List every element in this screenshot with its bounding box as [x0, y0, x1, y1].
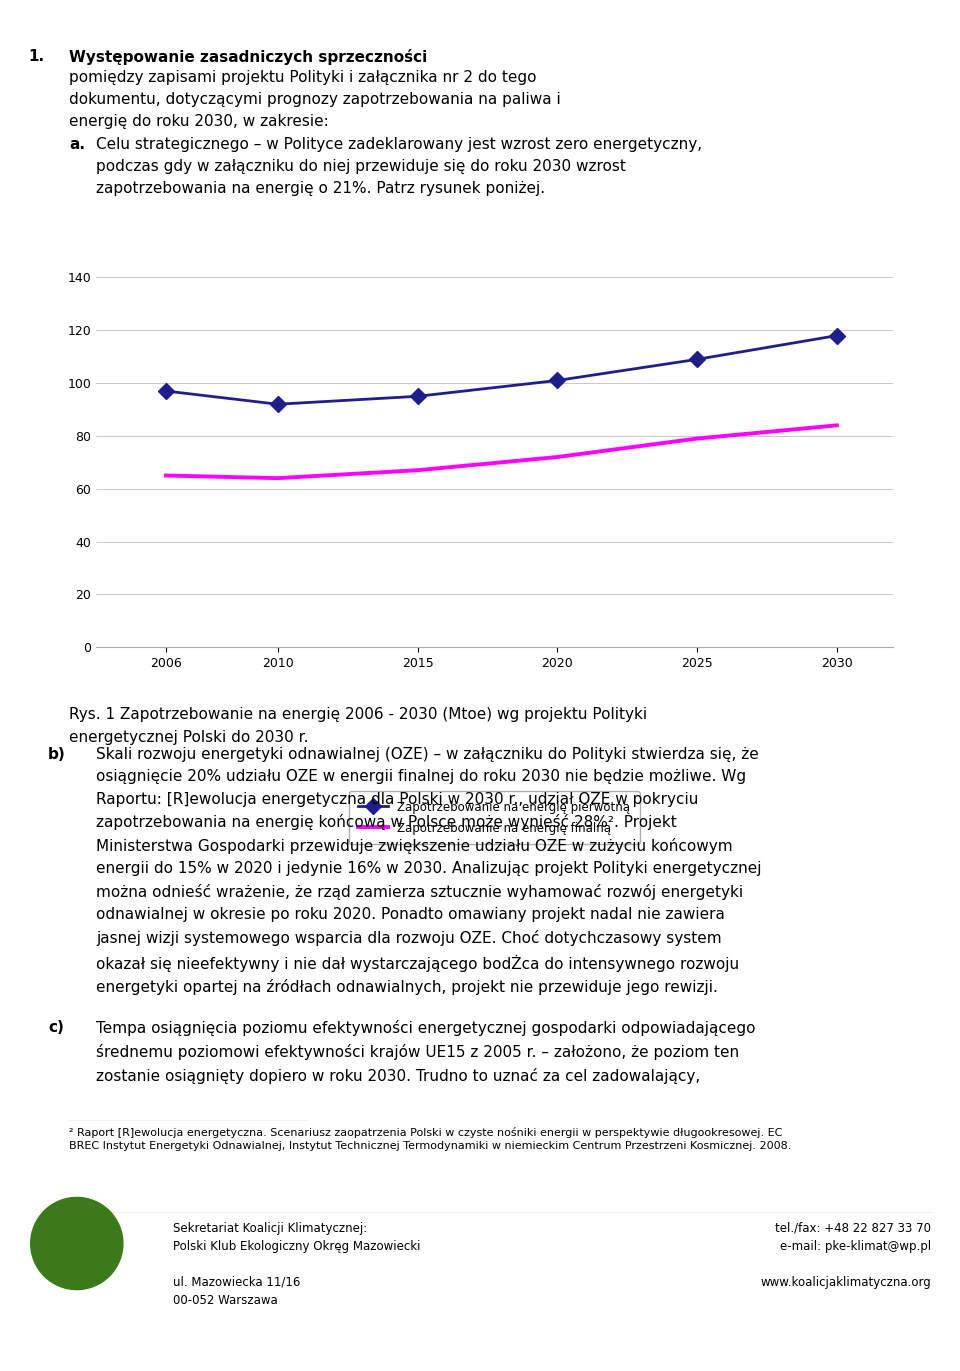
Zapotrzebowanie na energię pierwotną: [272, 396, 283, 413]
Legend: Zapotrzebowanie na energię pierwotną, Zapotrzebowanie na energię finalną: Zapotrzebowanie na energię pierwotną, Za…: [349, 791, 639, 845]
Text: b): b): [48, 747, 65, 762]
Circle shape: [31, 1197, 123, 1290]
Text: pomiędzy zapisami projektu Polityki i załącznika nr 2 do tego
dokumentu, dotyczą: pomiędzy zapisami projektu Polityki i za…: [69, 70, 561, 129]
Text: Tempa osiągnięcia poziomu efektywności energetycznej gospodarki odpowiadającego
: Tempa osiągnięcia poziomu efektywności e…: [96, 1020, 756, 1083]
Zapotrzebowanie na energię pierwotną: [160, 383, 172, 399]
Text: 1.: 1.: [29, 49, 45, 64]
Zapotrzebowanie na energię finalną: [160, 468, 172, 484]
Text: Rys. 1 Zapotrzebowanie na energię 2006 - 2030 (Mtoe) wg projektu Polityki
energe: Rys. 1 Zapotrzebowanie na energię 2006 -…: [69, 707, 647, 744]
Line: Zapotrzebowanie na energię pierwotną: Zapotrzebowanie na energię pierwotną: [160, 330, 843, 410]
Zapotrzebowanie na energię finalną: [831, 417, 843, 433]
Line: Zapotrzebowanie na energię finalną: Zapotrzebowanie na energię finalną: [166, 425, 837, 478]
Text: ² Raport [R]ewolucja energetyczna. Scenariusz zaopatrzenia Polski w czyste nośni: ² Raport [R]ewolucja energetyczna. Scena…: [69, 1127, 791, 1152]
Zapotrzebowanie na energię pierwotną: [831, 328, 843, 344]
Text: Celu strategicznego – w Polityce zadeklarowany jest wzrost zero energetyczny,
po: Celu strategicznego – w Polityce zadekla…: [96, 137, 702, 196]
Text: Skali rozwoju energetyki odnawialnej (OZE) – w załączniku do Polityki stwierdza : Skali rozwoju energetyki odnawialnej (OZ…: [96, 747, 761, 995]
Text: Występowanie zasadniczych sprzeczności: Występowanie zasadniczych sprzeczności: [69, 49, 427, 66]
Zapotrzebowanie na energię pierwotną: [691, 351, 703, 367]
Zapotrzebowanie na energię finalną: [691, 430, 703, 447]
Zapotrzebowanie na energię pierwotną: [552, 373, 564, 389]
Text: tel./fax: +48 22 827 33 70
e-mail: pke-klimat@wp.pl

www.koalicjaklimatyczna.org: tel./fax: +48 22 827 33 70 e-mail: pke-k…: [760, 1222, 931, 1289]
Text: c): c): [48, 1020, 64, 1035]
Zapotrzebowanie na energię finalną: [552, 448, 564, 465]
Zapotrzebowanie na energię pierwotną: [412, 388, 423, 404]
Zapotrzebowanie na energię finalną: [272, 470, 283, 487]
Text: Sekretariat Koalicji Klimatycznej:
Polski Klub Ekologiczny Okręg Mazowiecki

ul.: Sekretariat Koalicji Klimatycznej: Polsk…: [173, 1222, 420, 1307]
Zapotrzebowanie na energię finalną: [412, 462, 423, 478]
Text: a.: a.: [69, 137, 85, 152]
